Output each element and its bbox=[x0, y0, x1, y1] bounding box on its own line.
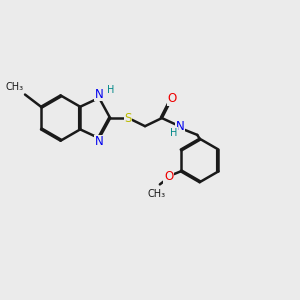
Text: N: N bbox=[94, 88, 103, 100]
Text: O: O bbox=[164, 170, 173, 183]
Text: N: N bbox=[94, 136, 103, 148]
Text: N: N bbox=[176, 120, 184, 133]
Text: H: H bbox=[107, 85, 115, 95]
Text: H: H bbox=[170, 128, 178, 138]
Text: CH₃: CH₃ bbox=[5, 82, 24, 92]
Text: CH₃: CH₃ bbox=[148, 189, 166, 199]
Text: S: S bbox=[124, 112, 132, 124]
Text: O: O bbox=[167, 92, 176, 105]
